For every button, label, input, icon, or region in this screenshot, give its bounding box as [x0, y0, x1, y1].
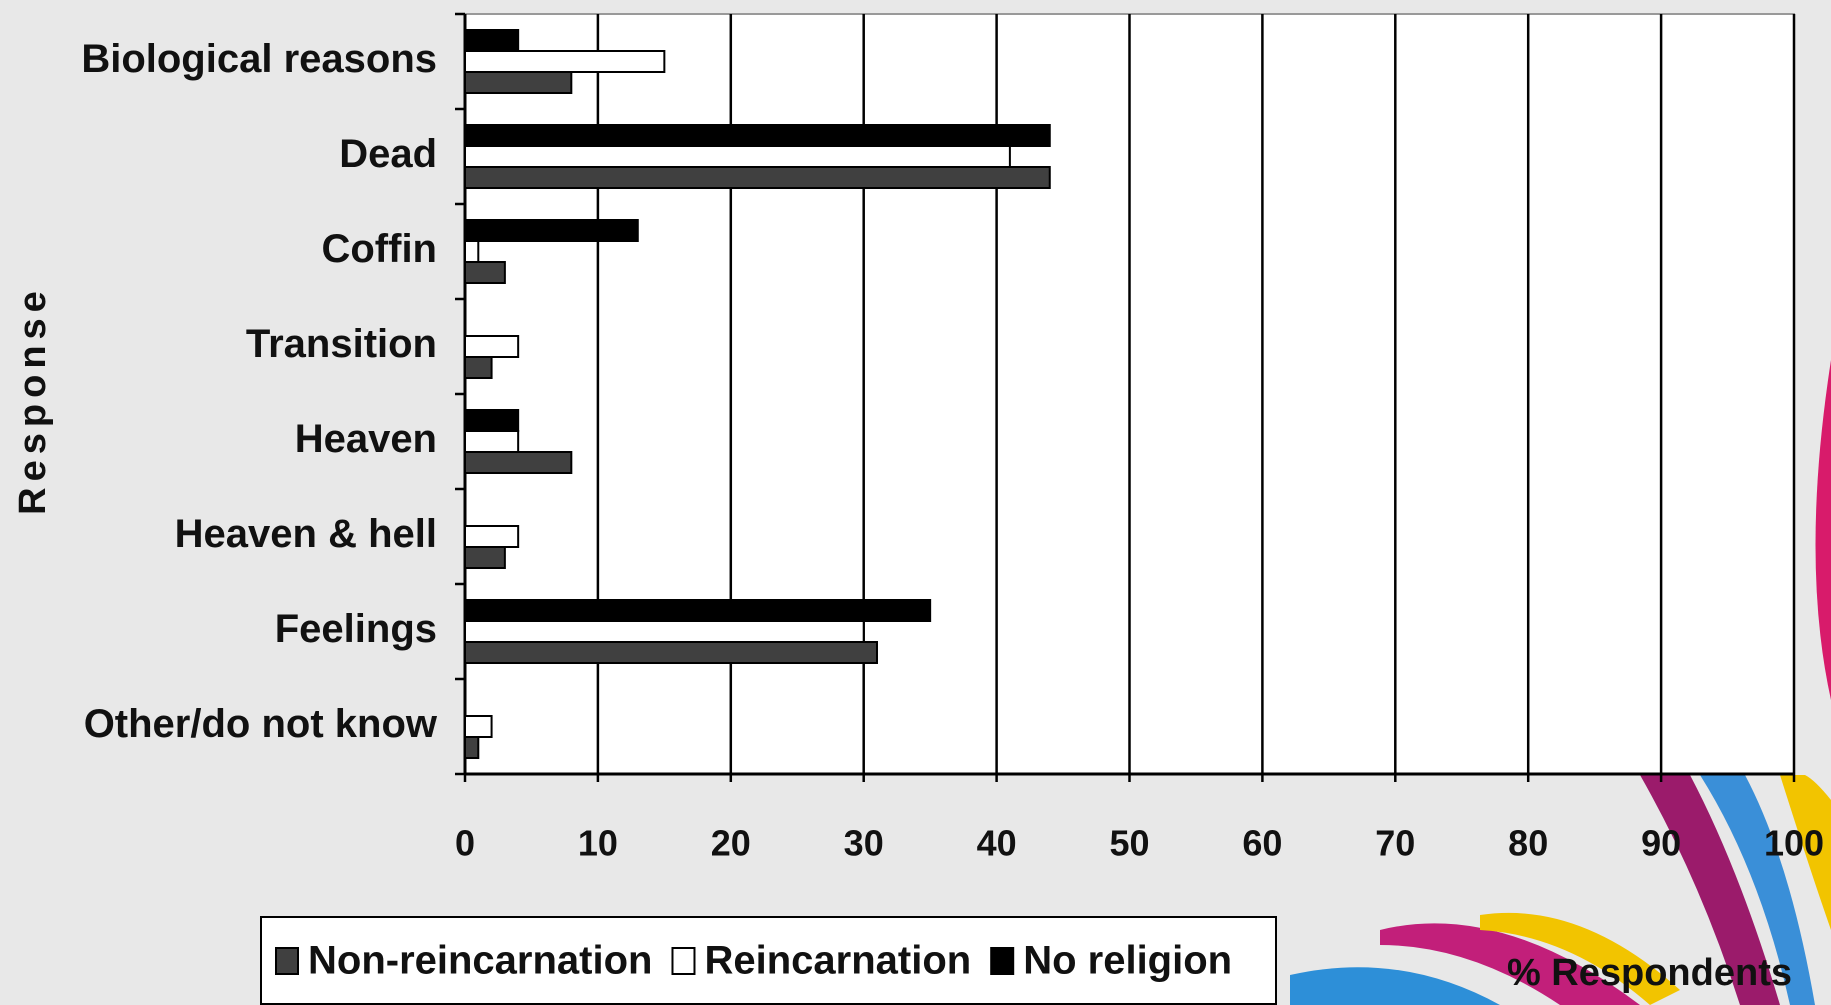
decoration: [1290, 360, 1831, 1005]
bar: [464, 430, 520, 453]
y-axis-label: Response: [12, 285, 54, 515]
bar: [464, 240, 480, 263]
x-tick-label: 0: [455, 823, 475, 864]
x-tick-label: 50: [1109, 823, 1149, 864]
legend-swatch: [990, 947, 1015, 975]
bar: [464, 599, 932, 622]
bar: [464, 409, 520, 432]
y-tick-label: Heaven & hell: [175, 512, 437, 556]
legend-swatch: [275, 947, 299, 975]
bar: [464, 356, 493, 379]
x-axis-label: % Respondents: [1507, 952, 1792, 994]
y-tick-label: Transition: [246, 322, 437, 366]
legend: [260, 916, 1277, 1005]
bar: [464, 145, 1011, 168]
bar: [464, 451, 573, 474]
y-tick-label: Other/do not know: [84, 702, 438, 746]
bar: [464, 219, 639, 242]
bar: [464, 335, 520, 358]
bar: [464, 641, 878, 664]
bar: [464, 736, 480, 759]
y-tick-label: Heaven: [295, 417, 437, 461]
x-tick-label: 60: [1242, 823, 1282, 864]
legend-label: No religion: [1023, 939, 1232, 983]
bar: [464, 715, 493, 738]
bar: [464, 546, 506, 569]
legend-label: Non-reincarnation: [308, 939, 652, 983]
x-tick-label: 30: [844, 823, 884, 864]
x-tick-label: 80: [1508, 823, 1548, 864]
bar: [464, 261, 506, 284]
x-tick-label: 100: [1764, 823, 1824, 864]
bar: [464, 124, 1051, 147]
bar: [464, 50, 666, 73]
bar: [464, 525, 520, 548]
x-tick-label: 70: [1375, 823, 1415, 864]
y-tick-label: Dead: [339, 132, 437, 176]
y-tick-label: Biological reasons: [81, 37, 437, 81]
legend-swatch: [671, 947, 696, 975]
x-tick-label: 20: [711, 823, 751, 864]
bar: [464, 620, 865, 643]
bar: [464, 166, 1051, 189]
bar: [464, 29, 520, 52]
y-tick-label: Feelings: [275, 607, 437, 651]
y-tick-label: Coffin: [321, 227, 437, 271]
bar: [464, 71, 573, 94]
legend-label: Reincarnation: [704, 939, 971, 983]
x-tick-label: 90: [1641, 823, 1681, 864]
x-tick-label: 10: [578, 823, 618, 864]
x-tick-label: 40: [977, 823, 1017, 864]
